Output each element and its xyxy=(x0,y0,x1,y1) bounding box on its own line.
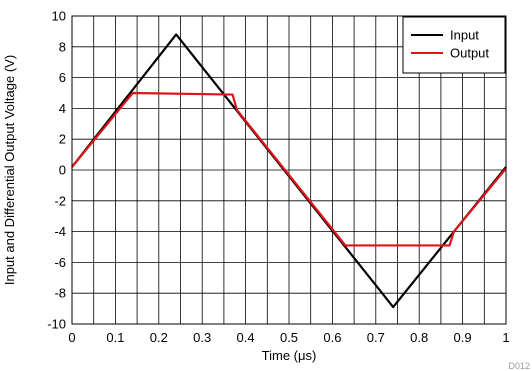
y-tick-label: 4 xyxy=(59,101,66,116)
x-axis-title: Time (μs) xyxy=(262,348,317,363)
y-tick-label: -6 xyxy=(54,255,66,270)
legend: Input Output xyxy=(402,16,506,74)
y-axis-title: Input and Differential Output Voltage (V… xyxy=(2,55,17,285)
y-tick-label: 0 xyxy=(59,163,66,178)
x-tick-label: 0.2 xyxy=(150,330,168,345)
y-tick-label: -4 xyxy=(54,224,66,239)
y-tick-label: -10 xyxy=(47,317,66,332)
y-tick-label: 2 xyxy=(59,132,66,147)
series-lines xyxy=(71,33,507,309)
x-tick-label: 0.6 xyxy=(323,330,341,345)
y-tick-label: 10 xyxy=(52,9,66,24)
legend-label-input: Input xyxy=(450,28,479,43)
y-tick-label: -2 xyxy=(54,193,66,208)
x-tick-label: 0.9 xyxy=(454,330,472,345)
x-tick-label: 0.3 xyxy=(193,330,211,345)
x-tick-label: 0.8 xyxy=(410,330,428,345)
x-tick-label: 0 xyxy=(68,330,75,345)
y-tick-label: 8 xyxy=(59,39,66,54)
x-tick-label: 1 xyxy=(502,330,509,345)
legend-label-output: Output xyxy=(450,46,489,61)
x-tick-label: 0.5 xyxy=(280,330,298,345)
y-tick-labels: 10 8 6 4 2 0 -2 -4 -6 -8 -10 xyxy=(47,9,66,332)
x-tick-label: 0.7 xyxy=(367,330,385,345)
x-tick-labels: 0 0.1 0.2 0.3 0.4 0.5 0.6 0.7 0.8 0.9 1 xyxy=(68,330,509,345)
x-tick-label: 0.4 xyxy=(237,330,255,345)
y-tick-label: -8 xyxy=(54,286,66,301)
y-tick-label: 6 xyxy=(59,70,66,85)
x-tick-label: 0.1 xyxy=(106,330,124,345)
figure-id-label: D012 xyxy=(508,361,530,371)
plot-frame xyxy=(71,15,507,325)
legend-box xyxy=(402,16,506,74)
series-line-output xyxy=(71,91,507,247)
